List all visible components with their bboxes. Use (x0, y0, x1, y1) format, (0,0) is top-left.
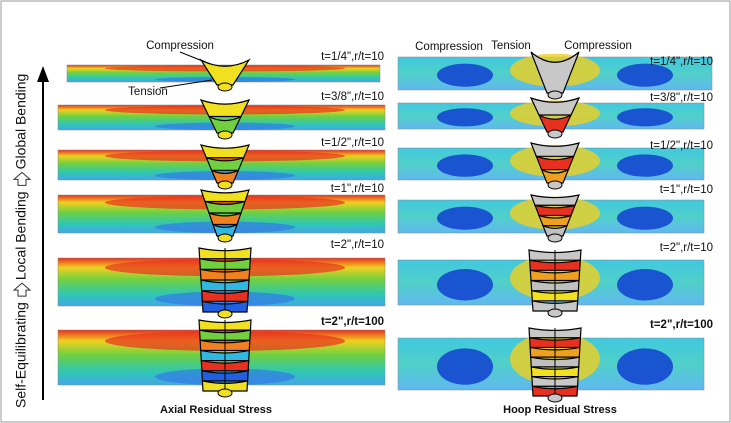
stress-plot: t=1",r/t=10 (398, 184, 713, 242)
panel-label: t=1/4",r/t=10 (321, 51, 384, 63)
weld-root (218, 234, 232, 242)
annotation: Tension (491, 40, 531, 52)
axis-label: Self-Equilibrating Local Bending Global Be… (13, 74, 30, 408)
weld-root (548, 181, 562, 189)
weld-root (218, 310, 232, 318)
compression-zone (437, 108, 493, 126)
stress-plot: t=1/2",r/t=10 (398, 140, 713, 189)
panel-label: t=1/2",r/t=10 (650, 140, 713, 152)
panel-label: t=2",r/t=10 (660, 242, 713, 254)
stress-plot: t=3/8",r/t=10 (58, 91, 385, 139)
compression-zone (437, 207, 493, 230)
compression-zone (617, 269, 673, 301)
weld-bead (201, 145, 249, 158)
axis-label-part: Local Bending (13, 191, 29, 280)
stress-plot: t=2",r/t=10 (398, 242, 713, 317)
panel-label: t=2",r/t=100 (650, 319, 713, 331)
weld-root (548, 394, 562, 402)
panel-label: t=1/4",r/t=10 (650, 56, 713, 68)
annotation: Compression (146, 40, 214, 52)
weld-root (548, 130, 562, 138)
panel-label: t=1",r/t=10 (660, 184, 713, 196)
figure: Self-Equilibrating Local Bending Global Be… (0, 0, 731, 423)
panel-label: t=1/2",r/t=10 (321, 137, 384, 149)
weld-root (548, 91, 562, 99)
compression-zone (617, 348, 673, 384)
weld-bead (201, 190, 249, 202)
panel-label: t=1",r/t=10 (331, 183, 384, 195)
compression-zone (437, 154, 493, 176)
weld-bead (531, 195, 579, 205)
weld-root (548, 234, 562, 242)
compression-zone (437, 348, 493, 384)
column-title: Hoop Residual Stress (503, 404, 617, 416)
weld-root (218, 181, 232, 189)
axis-label-part: Global Bending (13, 74, 29, 170)
annotation: Compression (564, 40, 632, 52)
compression-zone (437, 269, 493, 301)
panel-label: t=2",r/t=100 (321, 316, 384, 328)
panel-label: t=3/8",r/t=10 (321, 91, 384, 103)
panel-label: t=2",r/t=10 (331, 239, 384, 251)
axis-label-part: Self-Equilibrating (13, 302, 29, 408)
arrow-icon (14, 283, 30, 296)
plots: t=1/4",r/t=10 t=3/8",r/t=10 t=1/2",r/t=10 t… (58, 51, 713, 402)
weld-root (218, 131, 232, 139)
compression-zone (617, 207, 673, 230)
compression-zone (617, 154, 673, 176)
weld-bead (201, 100, 249, 117)
stress-plot: t=1/4",r/t=10 (67, 51, 384, 91)
compression-zone (437, 64, 493, 87)
annotation: Compression (415, 41, 483, 53)
weld-root (218, 83, 232, 91)
compression-zone (617, 108, 673, 126)
column-title: Axial Residual Stress (160, 404, 272, 416)
stress-plot: t=2",r/t=100 (398, 319, 713, 402)
arrow-head (37, 66, 49, 82)
stress-plot: t=1/2",r/t=10 (58, 137, 385, 189)
arrow-icon (14, 172, 30, 185)
weld-root (548, 309, 562, 317)
panel-label: t=3/8",r/t=10 (650, 92, 713, 104)
stress-plot: t=1",r/t=10 (58, 183, 385, 242)
weld-root (218, 389, 232, 397)
stress-plot: t=2",r/t=100 (58, 316, 385, 397)
leader (180, 52, 210, 64)
stress-plot: t=2",r/t=10 (58, 239, 385, 318)
